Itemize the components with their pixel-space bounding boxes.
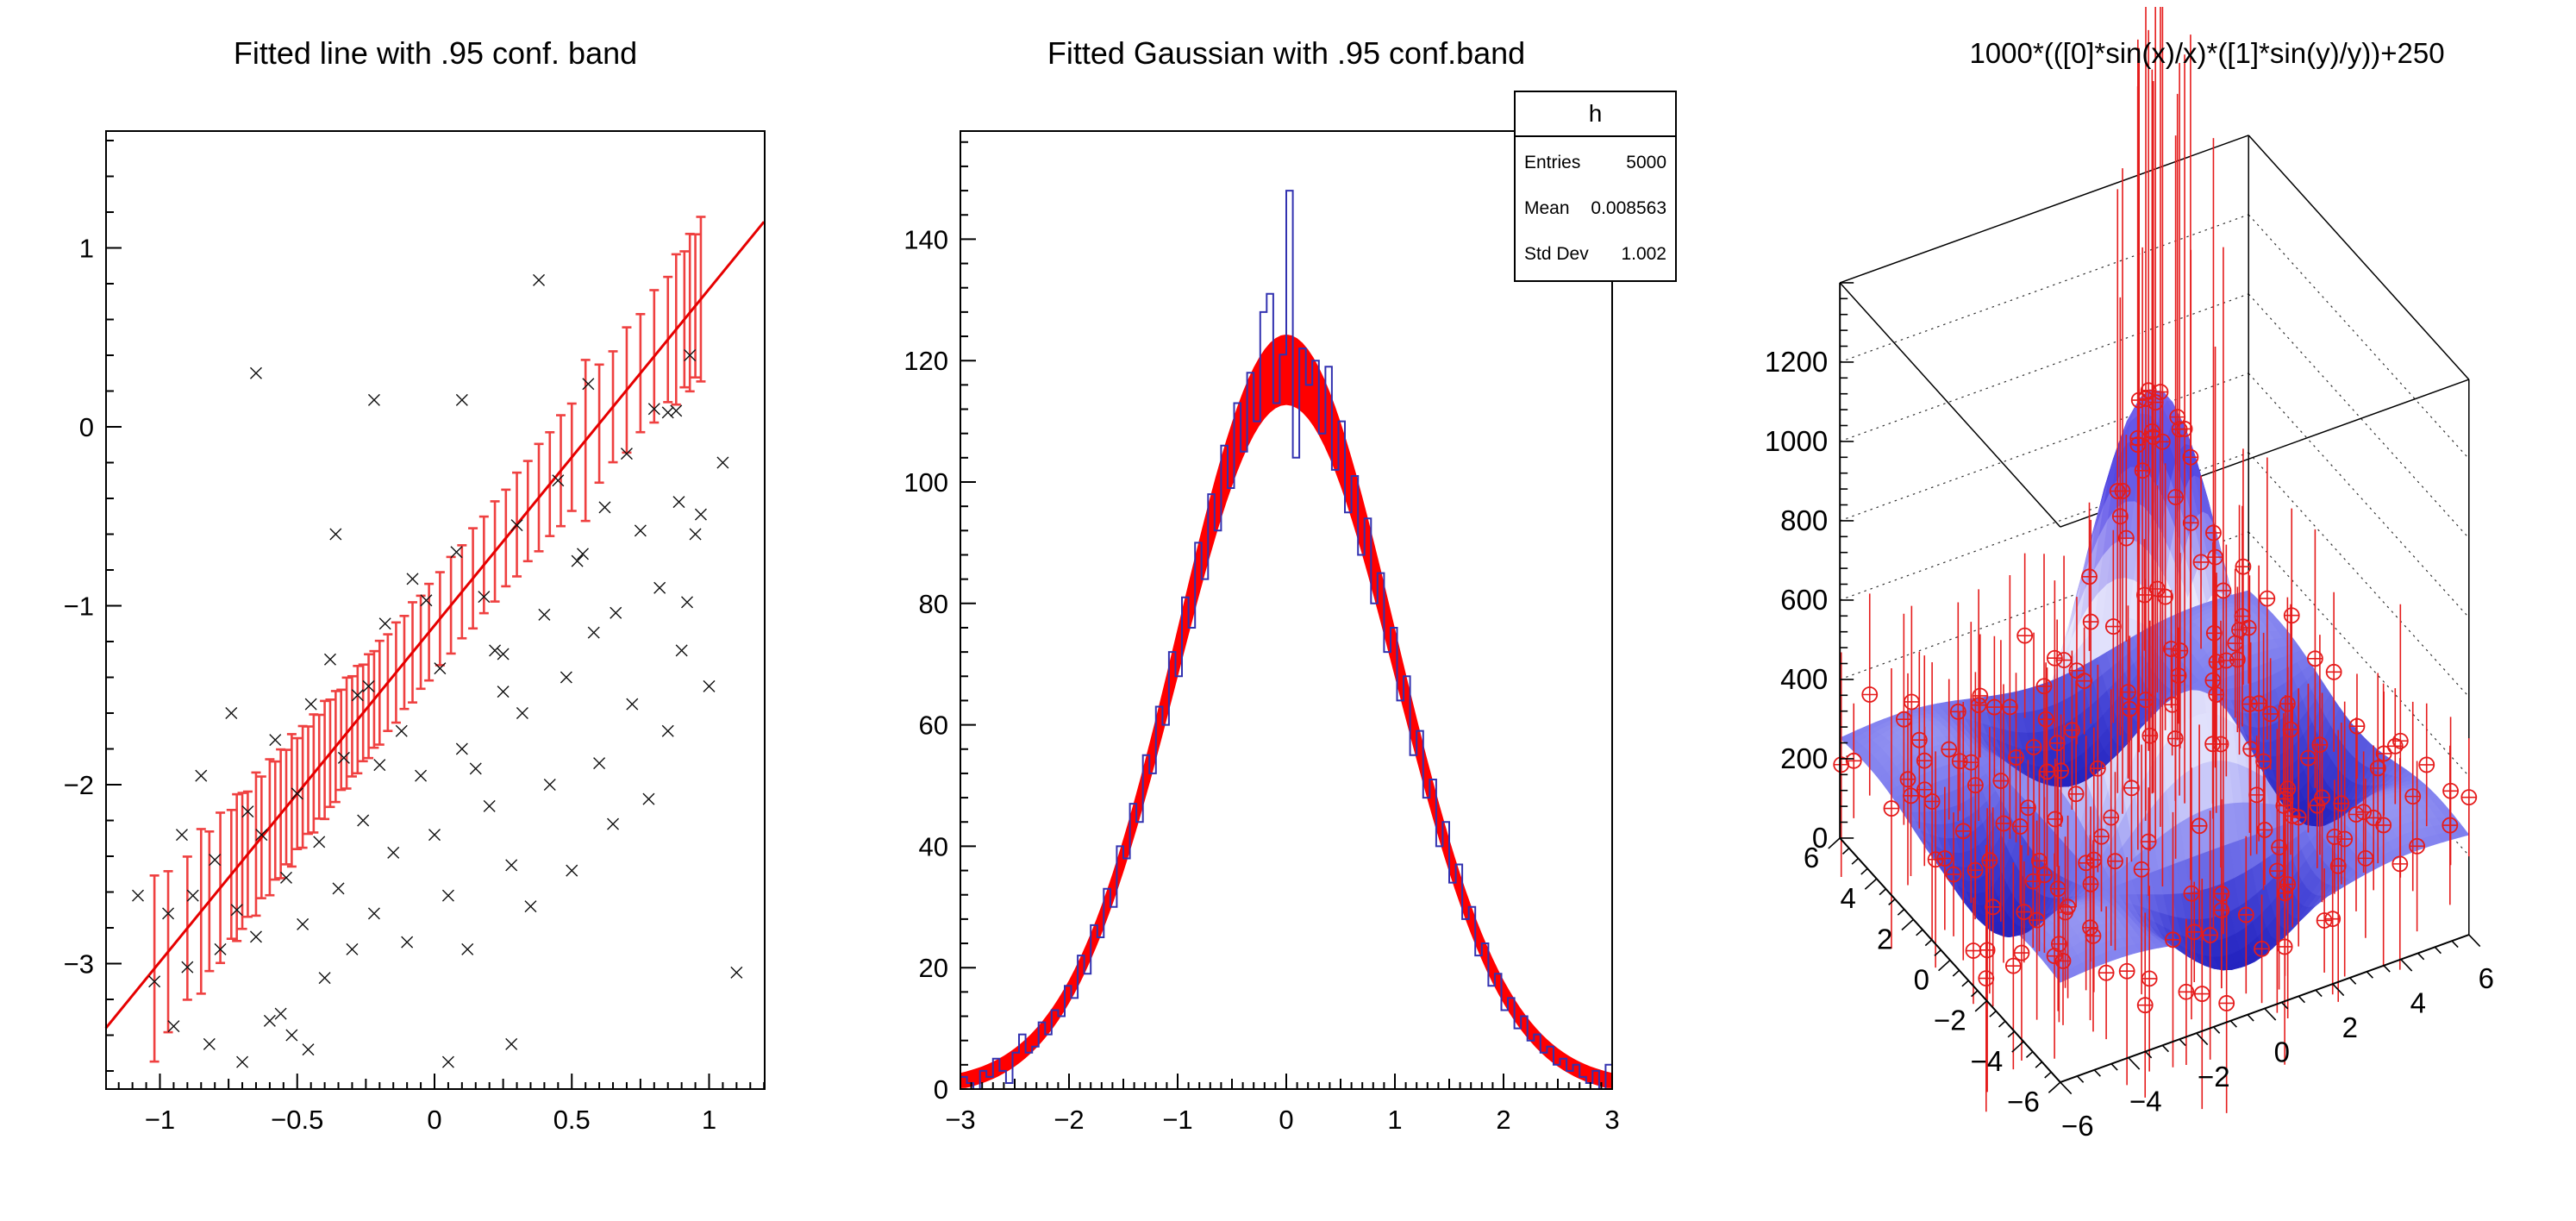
svg-text:0: 0 bbox=[1812, 822, 1828, 854]
svg-text:−0.5: −0.5 bbox=[271, 1105, 323, 1135]
svg-text:−1: −1 bbox=[1162, 1105, 1192, 1135]
svg-text:400: 400 bbox=[1780, 663, 1828, 695]
left-plot-frame bbox=[105, 130, 766, 1090]
svg-text:−3: −3 bbox=[945, 1105, 975, 1135]
svg-text:1000: 1000 bbox=[1765, 425, 1828, 457]
svg-text:−6: −6 bbox=[2061, 1110, 2094, 1142]
svg-text:0: 0 bbox=[1279, 1105, 1293, 1135]
stats-value: 1.002 bbox=[1621, 243, 1666, 264]
svg-text:4: 4 bbox=[1840, 882, 1855, 914]
stats-value: 5000 bbox=[1626, 153, 1666, 173]
left-scatter-markers bbox=[132, 273, 743, 1068]
stats-label: Std Dev bbox=[1524, 243, 1589, 264]
middle-plot-axes: −3 −2 −1 0 1 2 3 0 20 40 60 80 100 120 140 bbox=[903, 141, 1620, 1135]
right-pad-title: 1000*(([0]*sin(x)/x)*([1]*sin(y)/y))+250 bbox=[1969, 37, 2445, 69]
stats-label: Mean bbox=[1524, 197, 1570, 218]
svg-text:−2: −2 bbox=[1054, 1105, 1084, 1135]
stats-box[interactable]: h Entries 5000 Mean 0.008563 Std Dev 1.0… bbox=[1514, 91, 1677, 282]
stats-row-entries: Entries 5000 bbox=[1524, 153, 1666, 173]
svg-text:0: 0 bbox=[934, 1074, 948, 1105]
svg-text:120: 120 bbox=[903, 346, 948, 376]
middle-histogram bbox=[960, 190, 1613, 1090]
left-pad-title: Fitted line with .95 conf. band bbox=[233, 35, 638, 71]
svg-text:2: 2 bbox=[2342, 1011, 2358, 1043]
svg-text:−2: −2 bbox=[2198, 1061, 2230, 1093]
surface-axes: −6−4−202466420−2−4−602004006008001000120… bbox=[1765, 282, 2494, 1142]
svg-text:200: 200 bbox=[1780, 742, 1828, 774]
svg-text:−2: −2 bbox=[64, 770, 94, 800]
svg-text:0: 0 bbox=[1914, 964, 1929, 996]
svg-text:0: 0 bbox=[2274, 1036, 2290, 1068]
svg-text:−1: −1 bbox=[145, 1105, 175, 1135]
left-fit-line bbox=[104, 221, 766, 1030]
svg-text:40: 40 bbox=[919, 831, 948, 861]
svg-text:0.5: 0.5 bbox=[553, 1105, 591, 1135]
svg-text:2: 2 bbox=[1877, 923, 1892, 955]
svg-text:800: 800 bbox=[1780, 504, 1828, 536]
middle-pad-title: Fitted Gaussian with .95 conf.band bbox=[1047, 35, 1526, 71]
svg-text:100: 100 bbox=[903, 467, 948, 498]
stats-label: Entries bbox=[1524, 153, 1581, 173]
svg-text:140: 140 bbox=[903, 224, 948, 254]
svg-text:20: 20 bbox=[919, 953, 948, 983]
svg-text:1: 1 bbox=[702, 1105, 716, 1135]
svg-text:−1: −1 bbox=[64, 592, 94, 622]
svg-text:6: 6 bbox=[2479, 962, 2494, 994]
svg-text:1: 1 bbox=[1387, 1105, 1402, 1135]
svg-text:60: 60 bbox=[919, 711, 948, 741]
svg-text:6: 6 bbox=[1804, 842, 1819, 873]
svg-text:−3: −3 bbox=[64, 949, 94, 980]
svg-text:4: 4 bbox=[2410, 987, 2426, 1019]
svg-text:−4: −4 bbox=[1971, 1045, 2004, 1077]
stats-value: 0.008563 bbox=[1591, 197, 1666, 218]
stats-box-histogram-name: h bbox=[1516, 92, 1675, 137]
stats-row-stddev: Std Dev 1.002 bbox=[1524, 244, 1666, 265]
svg-text:1: 1 bbox=[79, 234, 94, 264]
svg-text:80: 80 bbox=[919, 589, 948, 619]
svg-text:600: 600 bbox=[1780, 584, 1828, 616]
left-plot-axes: −1 −0.5 0 0.5 1 1 0 −1 −2 −3 bbox=[64, 140, 766, 1135]
svg-text:1200: 1200 bbox=[1765, 346, 1828, 378]
middle-fit-band bbox=[960, 334, 1612, 1088]
svg-text:−2: −2 bbox=[1934, 1005, 1966, 1036]
svg-text:2: 2 bbox=[1496, 1105, 1510, 1135]
svg-text:−6: −6 bbox=[2007, 1086, 2040, 1118]
svg-text:−4: −4 bbox=[2129, 1086, 2162, 1118]
stats-box-rows: Entries 5000 Mean 0.008563 Std Dev 1.002 bbox=[1516, 137, 1675, 280]
middle-plot-frame bbox=[960, 130, 1613, 1090]
svg-text:0: 0 bbox=[427, 1105, 441, 1135]
surface-mesh bbox=[1839, 389, 2470, 983]
surface-error-bars bbox=[1833, 7, 2478, 1113]
left-confidence-band bbox=[149, 216, 706, 1063]
svg-text:0: 0 bbox=[79, 412, 94, 442]
svg-text:3: 3 bbox=[1604, 1105, 1619, 1135]
stats-row-mean: Mean 0.008563 bbox=[1524, 198, 1666, 219]
